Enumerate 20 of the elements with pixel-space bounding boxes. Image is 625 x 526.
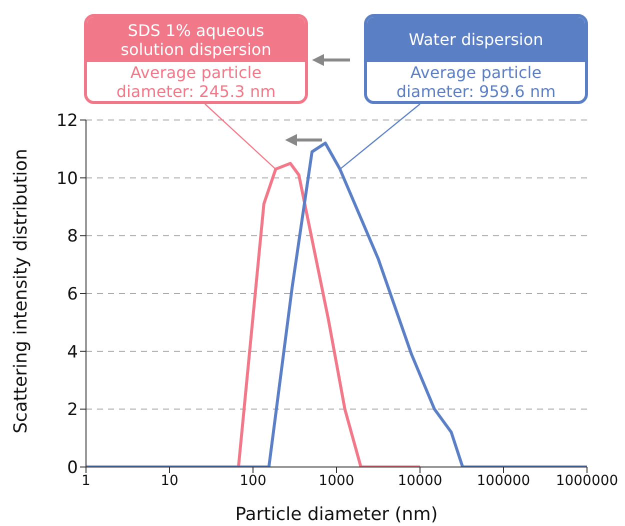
y-tick-label: 8 bbox=[67, 226, 78, 247]
x-axis-title: Particle diameter (nm) bbox=[235, 504, 438, 525]
y-tick-label: 10 bbox=[56, 168, 78, 189]
y-tick-label: 0 bbox=[67, 458, 78, 478]
x-tick-label: 1000 bbox=[318, 472, 354, 489]
annotation: Average particle diameter: 245.3 nm bbox=[115, 62, 277, 100]
y-tick-label: 2 bbox=[67, 400, 78, 420]
x-tick-label: 10 bbox=[160, 472, 178, 489]
y-axis-title: Scattering intensity distribution bbox=[10, 148, 32, 434]
y-tick-label: 4 bbox=[67, 342, 78, 362]
x-tick-label: 100000 bbox=[476, 472, 530, 489]
x-tick-label: 1 bbox=[82, 472, 90, 489]
x-tick-label: 100 bbox=[240, 472, 266, 489]
x-tick-label: 10000 bbox=[398, 472, 442, 489]
annotation: Average particle diameter: 959.6 nm bbox=[395, 62, 557, 100]
y-tick-label: 6 bbox=[67, 284, 78, 305]
text: Water dispersion bbox=[408, 30, 544, 49]
text: SDS 1% aqueous solution dispersion bbox=[120, 20, 272, 58]
x-tick-label: 1000000 bbox=[556, 472, 618, 489]
y-tick-label: 12 bbox=[56, 111, 78, 132]
